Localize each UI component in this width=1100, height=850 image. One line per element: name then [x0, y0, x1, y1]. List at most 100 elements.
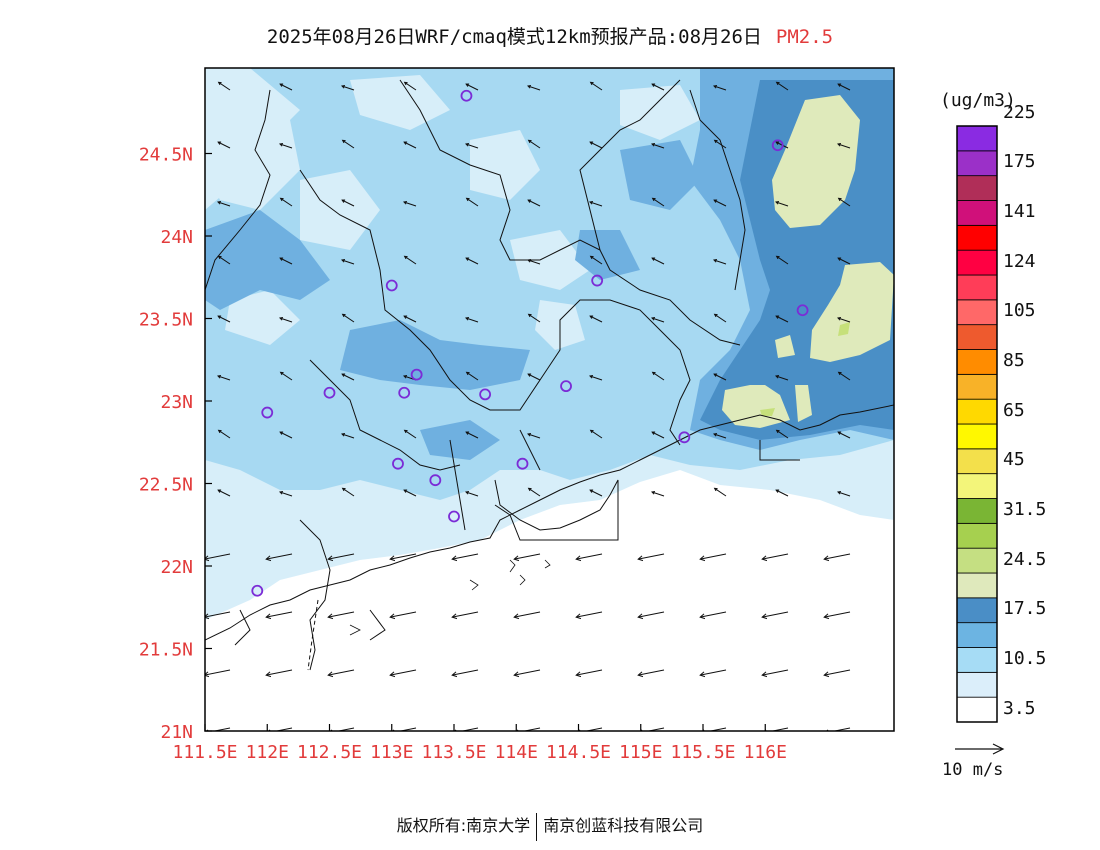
band-17-5-24-5 [772, 95, 860, 228]
wind-arrow [527, 373, 541, 381]
wind-arrow-head [651, 197, 656, 202]
wind-arrow [837, 257, 851, 265]
wind-arrow [590, 255, 603, 265]
wind-arrow-head [389, 671, 396, 678]
wind-arrow [713, 259, 727, 265]
colorbar-segment [956, 547, 998, 574]
wind-arrow-head [327, 613, 334, 620]
wind-arrow-head [823, 555, 830, 562]
wind-arrow [205, 553, 231, 560]
wind-arrow [776, 429, 789, 439]
footer-separator [536, 812, 538, 841]
wind-arrow [838, 371, 851, 381]
wind-arrow-head [713, 432, 718, 437]
wind-arrow-head [341, 313, 346, 318]
wind-arrow [328, 611, 355, 618]
wind-arrow [266, 669, 293, 676]
wind-arrow [404, 255, 417, 265]
station-marker [479, 388, 492, 401]
wind-arrow [466, 371, 479, 381]
wind-arrow [390, 553, 417, 560]
wind-arrow [824, 611, 851, 618]
wind-arrow [589, 201, 603, 207]
latitude-labels: 24.5N 24N 23.5N 23N 22.5N 22N 21.5N 21N [139, 145, 193, 744]
colorbar-segment [956, 373, 998, 400]
wind-arrow [465, 83, 479, 91]
wind-arrow-head [279, 83, 284, 87]
wind-arrow [279, 491, 293, 497]
wind-arrow-head [279, 371, 284, 376]
station-marker [398, 386, 411, 399]
wind-arrow [341, 199, 355, 207]
wind-arrow-head [513, 555, 520, 562]
wind-arrow-head [713, 487, 718, 492]
colorbar-unit: (ug/m3) [940, 90, 1016, 111]
wind-arrow [279, 257, 293, 265]
wind-arrow [341, 85, 355, 91]
station-marker [323, 386, 336, 399]
wind-arrow-head [341, 84, 346, 89]
wind-arrow-head [279, 197, 284, 202]
wind-arrow [576, 611, 603, 618]
footer-left: 版权所有:南京大学 [396, 816, 531, 835]
wind-arrow [528, 487, 541, 497]
wind-arrow-head [527, 313, 532, 318]
wind-arrow [762, 553, 789, 560]
lon-label: 113E [370, 742, 413, 763]
wind-arrow-head [651, 371, 656, 376]
plot-frame [204, 67, 895, 732]
wind-arrow-head [527, 84, 532, 89]
wind-arrow-head [837, 490, 842, 495]
wind-arrow-head [527, 432, 532, 437]
wind-arrow-head [451, 613, 458, 620]
wind-arrow [341, 433, 355, 439]
colorbar-segment [956, 647, 998, 673]
wind-arrow [266, 611, 293, 618]
lon-label: 112E [246, 742, 289, 763]
lon-label: 111.5E [172, 742, 237, 763]
wind-arrow [218, 429, 231, 439]
longitude-labels: 111.5E 112E 112.5E 113E 113.5E 114E 114.5E 115E… [172, 742, 786, 763]
wind-arrow [527, 259, 541, 265]
wind-arrow [652, 197, 665, 207]
wind-arrow-head [837, 197, 842, 202]
colorbar-segment [956, 175, 998, 201]
wind-arrow-head [761, 613, 768, 620]
wind-arrow-head [341, 258, 346, 263]
wind-arrow-head [713, 258, 718, 263]
coastline-and-boundaries [205, 79, 894, 671]
wind-arrow-head [527, 373, 532, 377]
colorbar-segment [956, 473, 998, 499]
wind-arrow [775, 375, 789, 381]
wind-arrow-head [837, 257, 842, 261]
wind-arrow [280, 197, 293, 207]
wind-arrow-head [575, 613, 582, 620]
wind-arrow [279, 143, 293, 149]
colorbar-label: 17.5 [1003, 598, 1047, 620]
wind-arrow-head [589, 429, 594, 434]
wind-arrow [837, 83, 851, 91]
wind-arrow-head [823, 671, 830, 678]
wind-arrow [390, 611, 417, 618]
wind-arrow-head [265, 671, 272, 678]
wind-arrow [390, 669, 417, 676]
wind-arrow-head [575, 555, 582, 562]
wind-arrow-head [217, 429, 222, 434]
wind-arrow [279, 431, 293, 439]
wind-arrow-head [589, 315, 594, 319]
wind-arrow [528, 313, 541, 323]
wind-arrow-head [527, 199, 532, 203]
colorbar-label: 45 [1003, 449, 1025, 471]
colorbar-segment [956, 249, 998, 276]
colorbar-segment [956, 423, 998, 450]
lat-label: 23N [160, 392, 193, 413]
wind-arrow-head [775, 200, 780, 205]
station-markers [251, 89, 809, 597]
title-main: 2025年08月26日WRF/cmaq模式12km预报产品:08月26日 [266, 26, 762, 48]
wind-arrow-head [837, 83, 842, 87]
wind-arrow-head [465, 490, 470, 495]
wind-arrow [700, 611, 727, 618]
wind-arrow [762, 669, 789, 676]
station-marker [251, 584, 264, 597]
wind-arrow-head [403, 255, 408, 260]
